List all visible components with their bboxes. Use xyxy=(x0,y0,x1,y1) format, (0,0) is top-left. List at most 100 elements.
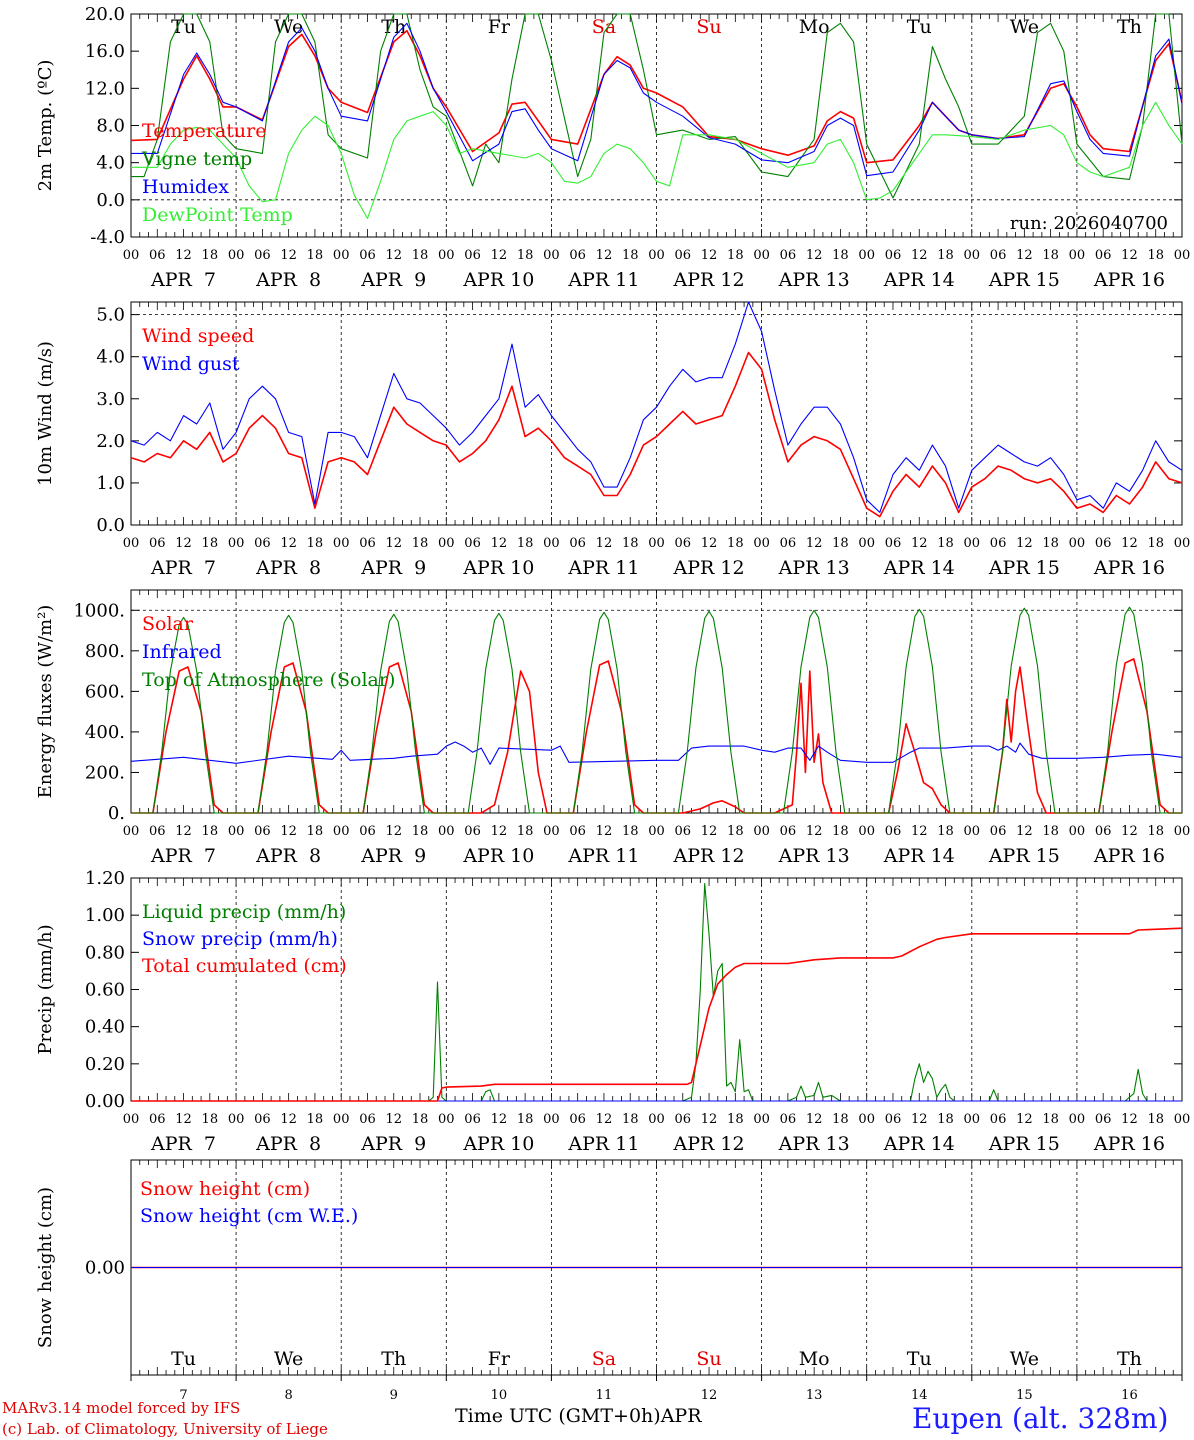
series-line-wind-gust xyxy=(130,301,1183,513)
day-number-label: 15 xyxy=(1016,1388,1033,1403)
date-label: APR 14 xyxy=(883,1133,955,1155)
hour-tick-label: 18 xyxy=(622,536,639,551)
legend-entry: Vigne temp xyxy=(141,148,252,170)
hour-tick-label: 00 xyxy=(648,1112,665,1127)
hour-tick-label: 18 xyxy=(202,536,219,551)
y-tick-label: -4.0 xyxy=(90,227,125,248)
weekday-label: We xyxy=(274,16,303,38)
hour-tick-label: 06 xyxy=(149,824,166,839)
hour-tick-label: 00 xyxy=(648,536,665,551)
hour-tick-label: 18 xyxy=(412,536,429,551)
date-label: APR 10 xyxy=(462,1133,534,1155)
hour-tick-label: 06 xyxy=(254,1112,271,1127)
date-label: APR 15 xyxy=(988,1133,1060,1155)
hour-tick-label: 00 xyxy=(858,1112,875,1127)
panel-snow: 0.00 Snow height (cm) Snow height (cm) Snow… xyxy=(35,1159,1183,1403)
legend-entry: Snow height (cm W.E.) xyxy=(140,1205,358,1227)
series-line-humidex xyxy=(131,22,1183,177)
y-tick-label: 8.0 xyxy=(96,116,125,137)
date-label: APR 15 xyxy=(988,269,1060,291)
hour-tick-label: 12 xyxy=(385,536,402,551)
hour-tick-label: 12 xyxy=(806,536,823,551)
series-line-infrared xyxy=(130,741,1183,765)
hour-tick-label: 00 xyxy=(228,536,245,551)
hour-tick-label: 06 xyxy=(569,1112,586,1127)
hour-tick-label: 06 xyxy=(990,824,1007,839)
date-label: APR 13 xyxy=(778,269,850,291)
panel-temperature: -4.0 0.0 4.0 8.0 12.0 16.0 20.0 2m Temp. (ºC) Tu… xyxy=(35,4,1190,291)
legend-entry: Wind gust xyxy=(142,353,240,375)
hour-tick-label: 06 xyxy=(675,1112,692,1127)
date-label: APR 13 xyxy=(778,557,850,579)
hour-tick-label: 18 xyxy=(832,1112,849,1127)
hour-tick-label: 18 xyxy=(727,248,744,263)
hour-tick-label: 12 xyxy=(596,1112,613,1127)
weekday-label: Th xyxy=(1117,1348,1142,1370)
hour-tick-label: 00 xyxy=(228,248,245,263)
y-tick-label: 600. xyxy=(85,681,125,702)
day-number-label: 11 xyxy=(596,1388,613,1403)
hour-tick-label: 06 xyxy=(569,248,586,263)
hour-tick-label: 06 xyxy=(780,824,797,839)
hour-tick-label: 06 xyxy=(464,248,481,263)
hour-tick-label: 12 xyxy=(701,1112,718,1127)
date-label: APR 16 xyxy=(1093,557,1165,579)
hour-tick-label: 18 xyxy=(832,536,849,551)
y-tick-label: 400. xyxy=(85,722,125,743)
date-label: APR 12 xyxy=(673,1133,745,1155)
weekday-label: We xyxy=(1010,1348,1039,1370)
hour-tick-label: 12 xyxy=(491,1112,508,1127)
hour-tick-label: 18 xyxy=(1042,248,1059,263)
hour-tick-label: 00 xyxy=(1069,248,1086,263)
date-label: APR 10 xyxy=(462,269,534,291)
hour-tick-label: 00 xyxy=(1174,248,1191,263)
y-tick-label: 1000. xyxy=(73,600,125,621)
hour-tick-label: 00 xyxy=(123,1112,140,1127)
hour-tick-label: 18 xyxy=(1042,1112,1059,1127)
hour-tick-label: 12 xyxy=(701,824,718,839)
hour-tick-label: 00 xyxy=(438,1112,455,1127)
weekday-label: Su xyxy=(696,1348,721,1370)
hour-tick-label: 00 xyxy=(123,536,140,551)
legend-entry: Temperature xyxy=(142,120,266,142)
date-label: APR 9 xyxy=(360,557,426,579)
hour-tick-label: 06 xyxy=(359,1112,376,1127)
hour-tick-label: 00 xyxy=(1069,1112,1086,1127)
hour-tick-label: 00 xyxy=(964,248,981,263)
hour-tick-label: 18 xyxy=(832,824,849,839)
hour-tick-label: 00 xyxy=(858,536,875,551)
y-tick-label: 0.20 xyxy=(85,1054,125,1075)
hour-tick-label: 06 xyxy=(569,824,586,839)
date-label: APR 7 xyxy=(150,845,216,867)
hour-tick-label: 00 xyxy=(964,536,981,551)
hour-tick-label: 06 xyxy=(780,536,797,551)
hour-tick-label: 18 xyxy=(1147,536,1164,551)
legend-entry: Infrared xyxy=(142,641,222,663)
hour-tick-label: 12 xyxy=(911,248,928,263)
hour-tick-label: 12 xyxy=(701,536,718,551)
hour-tick-label: 12 xyxy=(280,824,297,839)
hour-tick-label: 12 xyxy=(175,1112,192,1127)
hour-tick-label: 00 xyxy=(438,248,455,263)
date-label: APR 14 xyxy=(883,557,955,579)
hour-tick-label: 00 xyxy=(753,248,770,263)
hour-tick-label: 12 xyxy=(1016,248,1033,263)
hour-tick-label: 12 xyxy=(1016,536,1033,551)
hour-tick-label: 06 xyxy=(254,824,271,839)
legend-entry: Snow precip (mm/h) xyxy=(142,928,338,950)
hour-tick-label: 18 xyxy=(412,1112,429,1127)
legend-entry: Liquid precip (mm/h) xyxy=(142,901,346,923)
weekday-label: Sa xyxy=(592,16,616,38)
hour-tick-label: 06 xyxy=(254,248,271,263)
hour-tick-label: 06 xyxy=(149,1112,166,1127)
hour-tick-label: 00 xyxy=(543,248,560,263)
hour-tick-label: 18 xyxy=(1042,824,1059,839)
y-tick-label: 2.0 xyxy=(96,431,125,452)
hour-tick-label: 18 xyxy=(937,248,954,263)
day-number-label: 7 xyxy=(179,1388,187,1403)
hour-tick-label: 18 xyxy=(517,824,534,839)
y-axis-label: Precip (mm/h) xyxy=(35,924,56,1054)
hour-tick-label: 12 xyxy=(385,248,402,263)
hour-tick-label: 00 xyxy=(543,536,560,551)
date-label: APR 11 xyxy=(567,557,639,579)
